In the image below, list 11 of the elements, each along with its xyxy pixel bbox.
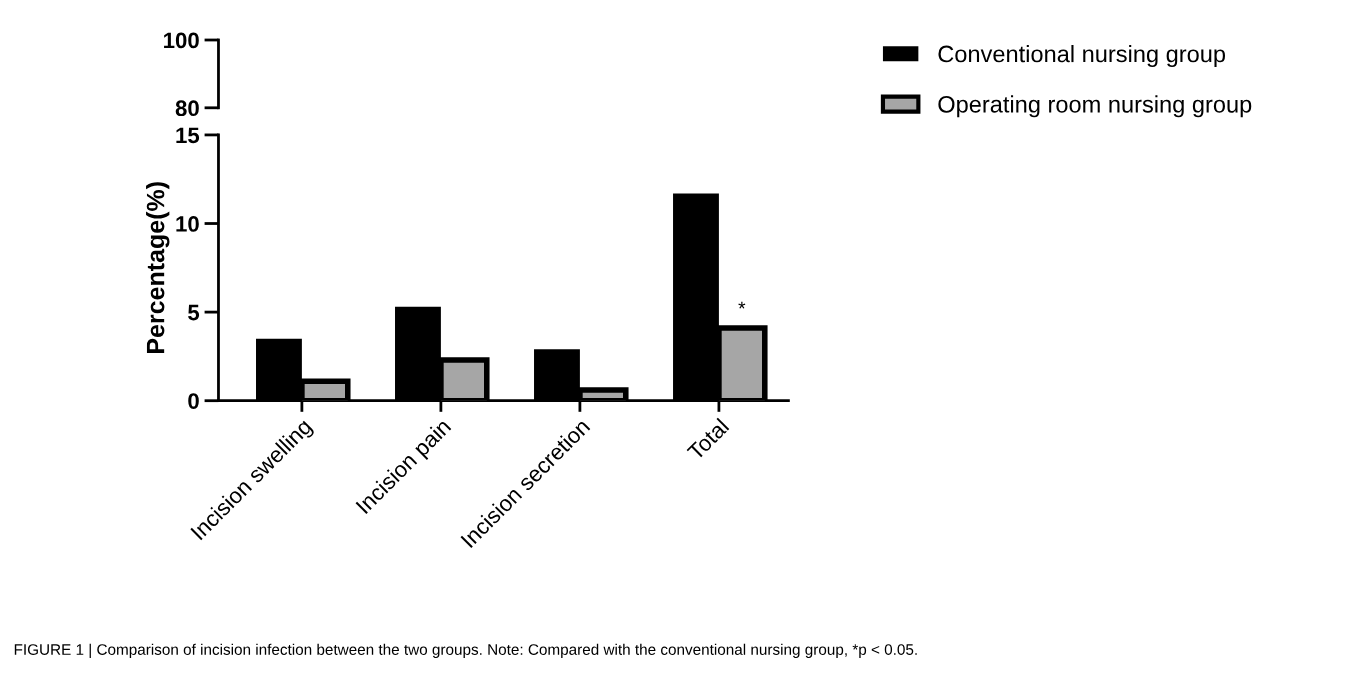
caption: FIGURE 1 | Comparison of incision infection between the two groups. Note: Compared with the conventional nursing group, *p < 0.05. bbox=[14, 643, 917, 659]
y-tick-label: 80 bbox=[175, 100, 199, 117]
y-tick-label: 0 bbox=[188, 393, 199, 409]
y-tick-label: 100 bbox=[164, 32, 199, 49]
y-tick-label: 10 bbox=[176, 216, 199, 232]
y-tick-label: 5 bbox=[188, 304, 200, 321]
legend-label: Operating room nursing group bbox=[938, 95, 1252, 118]
y-tick-label: 15 bbox=[176, 127, 200, 144]
legend-label: Conventional nursing group bbox=[938, 44, 1226, 67]
annotation: * bbox=[738, 301, 746, 309]
y-axis-title: Percentage(%) bbox=[146, 182, 170, 353]
